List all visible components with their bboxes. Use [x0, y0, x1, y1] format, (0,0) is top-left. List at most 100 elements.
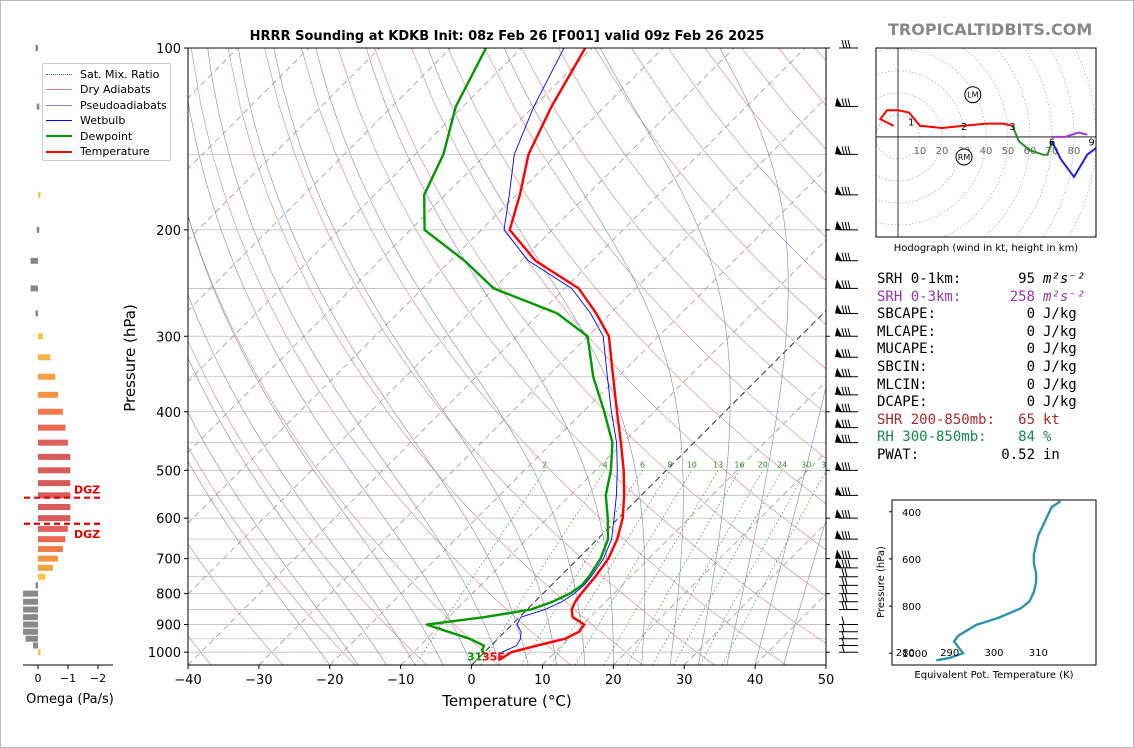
y-tick-label: 300	[156, 330, 181, 345]
wind-barb-flag	[835, 402, 842, 412]
omega-bar	[38, 546, 63, 553]
parameter-row: SBCIN: 0 J/kg	[877, 359, 1097, 376]
omega-bar	[33, 642, 38, 649]
wind-barb-flag	[835, 251, 842, 261]
x-tick-label: −30	[245, 673, 272, 688]
parameter-value: 0	[1026, 341, 1035, 358]
parameter-label: DCAPE:	[877, 394, 928, 411]
omega-bar	[23, 628, 38, 635]
legend-label: Dewpoint	[80, 129, 133, 143]
height-marker-label: 9	[1088, 137, 1094, 148]
parameter-row: MUCAPE: 0 J/kg	[877, 341, 1097, 358]
omega-axis-label: Omega (Pa/s)	[26, 692, 114, 707]
moist-adiabat-line	[207, 48, 501, 665]
dgz-label: DGZ	[74, 528, 100, 541]
legend-swatch	[46, 73, 72, 75]
parameter-unit: J/kg	[1043, 341, 1077, 358]
wind-barb-feather	[847, 531, 851, 540]
omega-bar	[35, 310, 38, 317]
wind-barb-flag	[835, 97, 842, 107]
mixing-ratio-label: 13	[713, 460, 723, 469]
wind-barb-feather	[841, 98, 845, 107]
y-tick-label: 800	[156, 588, 181, 603]
wind-barb-feather	[847, 434, 851, 443]
omega-bar	[38, 480, 71, 487]
parameter-unit: J/kg	[1043, 394, 1077, 411]
moist-adiabat-line	[719, 48, 789, 665]
parameter-row: PWAT: 0.52 in	[877, 447, 1097, 464]
y-tick-label: 1000	[148, 646, 181, 661]
wind-barb-flag	[835, 418, 842, 428]
hodograph-segment	[1051, 140, 1096, 179]
wind-barb-feather	[841, 146, 845, 155]
hodograph-ring-label: 50	[1002, 146, 1015, 157]
moist-adiabat-line	[188, 412, 359, 665]
wind-barb-feather	[841, 221, 845, 231]
parameter-value: 0	[1026, 394, 1035, 411]
wind-barb-feather	[847, 386, 851, 395]
parameter-label: RH 300-850mb:	[877, 429, 987, 446]
wind-barb-feather	[841, 328, 845, 337]
wind-barb-feather	[844, 593, 848, 602]
storm-motion-label: RM	[958, 153, 971, 162]
wind-barbs	[835, 39, 858, 653]
wind-barb-flag	[835, 549, 842, 559]
dry-adiabat-line	[447, 48, 826, 505]
legend-swatch	[46, 135, 72, 137]
omega-bar	[38, 333, 43, 340]
hodograph-ring-label: 40	[980, 146, 993, 157]
theta-e-ylabel: Pressure (hPa)	[876, 546, 887, 618]
parameter-value: 0	[1026, 323, 1035, 340]
y-axis-label: Pressure (hPa)	[121, 304, 139, 412]
omega-bar	[23, 606, 38, 613]
parameter-row: SHR 200-850mb: 65 kt	[877, 412, 1097, 429]
dry-adiabat-line	[521, 48, 826, 414]
omega-bar	[38, 649, 41, 656]
omega-bar	[35, 582, 38, 589]
parameter-value: 0	[1026, 376, 1035, 393]
omega-bar	[38, 467, 71, 474]
parameter-unit: m²s⁻²	[1043, 288, 1086, 305]
storm-motion-marker	[955, 148, 973, 166]
mixing-ratio-line	[652, 470, 764, 665]
legend-swatch	[46, 120, 72, 121]
wind-barb-feather	[841, 368, 845, 377]
mixing-ratio-label: 16	[734, 460, 744, 469]
mixing-ratio-line	[574, 470, 693, 665]
wind-barb-feather	[847, 368, 851, 377]
wind-barb-feather	[844, 419, 848, 428]
legend-label: Wetbulb	[80, 114, 126, 127]
wind-barb-feather	[841, 305, 845, 314]
watermark: TROPICALTIDBITS.COM	[888, 20, 1093, 39]
omega-bar	[30, 285, 38, 292]
height-marker-label: 1	[908, 117, 914, 128]
omega-bar	[36, 226, 40, 233]
height-marker-label: 3	[1009, 122, 1015, 133]
theta-e-y-tick-label: 400	[902, 508, 921, 519]
parameter-label: SBCAPE:	[877, 306, 937, 323]
moist-adiabat-line	[366, 48, 614, 665]
omega-tick-label: 0	[35, 672, 42, 685]
dry-adiabat-line	[188, 543, 284, 665]
parameter-label: MUCAPE:	[877, 341, 937, 358]
omega-tick-label: −2	[90, 672, 106, 685]
y-tick-label: 500	[156, 464, 181, 479]
omega-bar	[38, 354, 51, 361]
hodograph-ring-label: 10	[914, 146, 927, 157]
wind-barb-feather	[847, 559, 851, 568]
omega-bar	[38, 555, 58, 562]
hodograph-ring-label: 60	[1024, 146, 1037, 157]
y-tick-label: 600	[156, 512, 181, 527]
mixing-ratio-label: 20	[758, 460, 768, 469]
mixing-ratio-label: 4	[603, 460, 608, 469]
wind-barb-feather	[847, 349, 851, 358]
moist-adiabat-line	[188, 215, 444, 665]
x-tick-label: −40	[174, 673, 201, 688]
wind-barb-feather	[844, 39, 848, 49]
isotherm-line	[188, 48, 806, 665]
moist-adiabat-line	[315, 48, 586, 665]
parameter-unit: %	[1043, 429, 1052, 446]
wind-barb-feather	[841, 601, 845, 610]
wind-barb-feather	[847, 146, 851, 155]
legend-label: Temperature	[80, 145, 150, 158]
